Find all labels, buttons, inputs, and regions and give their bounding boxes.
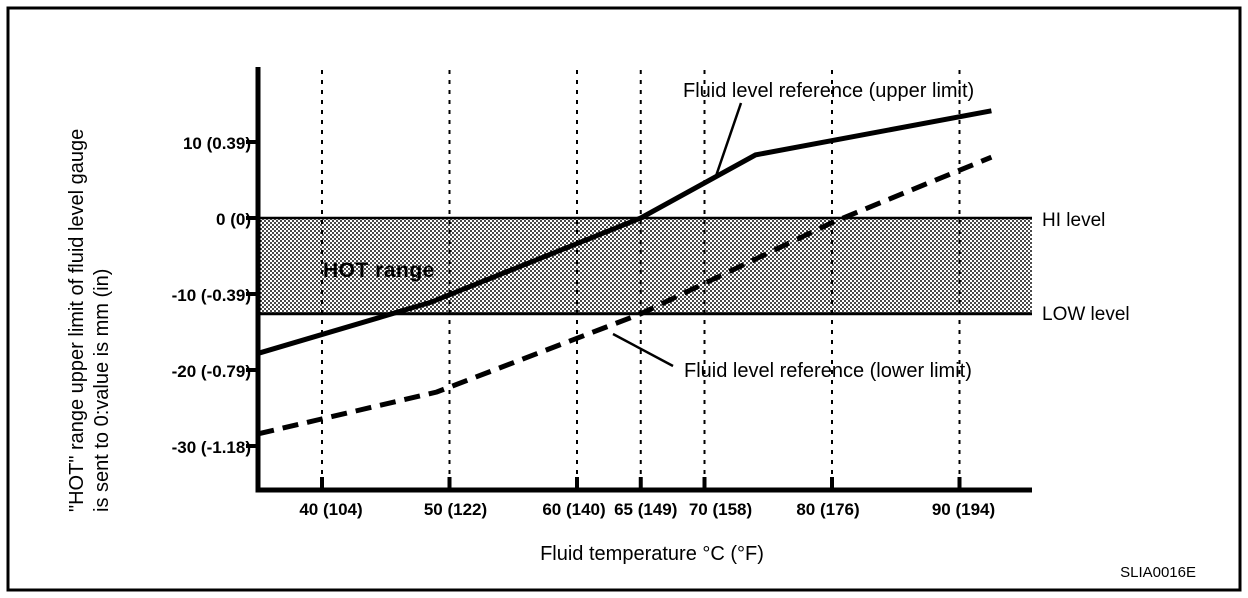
x-tick-label-80: 80 (176) (796, 500, 859, 519)
x-tick-label-60: 60 (140) (542, 500, 605, 519)
x-tick-label-70: 70 (158) (689, 500, 752, 519)
low-level-label: LOW level (1042, 304, 1130, 325)
upper-limit-leader-line (714, 102, 743, 177)
hot-range-band (256, 218, 1032, 314)
figure-border (6, 6, 1242, 592)
series-line-dashed (257, 154, 993, 437)
x-tick-label-90: 90 (194) (932, 500, 995, 519)
lower-limit-leader-line (612, 332, 674, 368)
chart-generated: 40 (104) 50 (122) 60 (140) 65 (149) 70 (158)… (172, 70, 1032, 519)
y-tick-label-10: 10 (0.39) (183, 134, 251, 153)
x-tick-label-40: 40 (104) (299, 500, 362, 519)
y-axis-title-line1: "HOT" range upper limit of fluid level g… (66, 129, 88, 512)
hot-range-label: HOT range (323, 259, 435, 282)
series-line-solid (257, 108, 992, 356)
lower-limit-annotation: Fluid level reference (lower limit) (684, 360, 972, 382)
y-tick-label--20: -20 (-0.79) (172, 362, 251, 381)
hi-level-label: HI level (1042, 210, 1105, 231)
y-tick-label-0: 0 (0) (216, 210, 251, 229)
y-tick-label--10: -10 (-0.39) (172, 286, 251, 305)
x-tick-label-65: 65 (149) (614, 500, 677, 519)
y-axis-title-line2: is sent to 0:value is mm (in) (91, 269, 113, 512)
figure-code: SLIA0016E (1120, 564, 1196, 581)
y-tick-label--30: -30 (-1.18) (172, 438, 251, 457)
upper-limit-annotation: Fluid level reference (upper limit) (683, 80, 974, 102)
x-tick-label-50: 50 (122) (424, 500, 487, 519)
x-axis-title: Fluid temperature °C (°F) (540, 543, 764, 565)
